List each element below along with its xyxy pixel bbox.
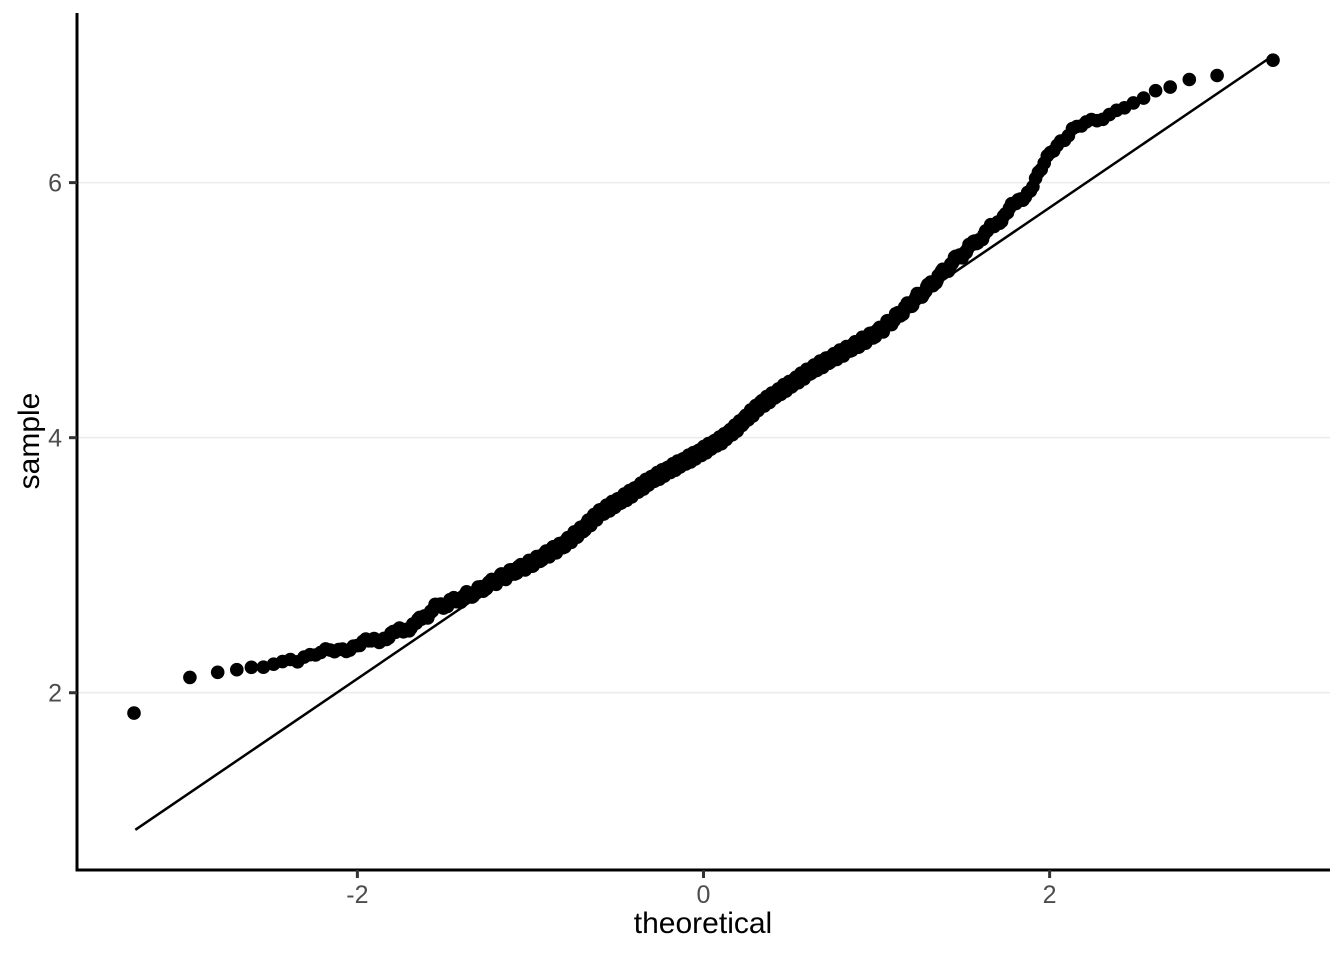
tick-marks-layer (69, 181, 1052, 878)
qq-point (210, 665, 225, 680)
x-axis-title: theoretical (633, 907, 773, 940)
qq-point (1182, 72, 1197, 87)
qq-point (127, 706, 141, 720)
x-tick-label-0: 0 (697, 881, 711, 909)
y-axis-title: sample (13, 392, 46, 490)
qq-point (1210, 68, 1224, 83)
gridlines-layer (77, 181, 1330, 694)
qq-point (244, 660, 259, 675)
tick-labels-layer: -2 0 2 2 4 6 (48, 170, 1056, 909)
qq-point (1148, 83, 1163, 98)
x-tick-label-2: 2 (1043, 881, 1057, 909)
qq-point (1126, 96, 1141, 110)
y-tick-label-4: 4 (48, 425, 62, 453)
qq-point (230, 662, 244, 677)
qq-point (1266, 53, 1280, 67)
qq-point (256, 660, 271, 674)
qq-point (183, 670, 197, 685)
points-layer (127, 53, 1280, 720)
x-tick-label--2: -2 (346, 881, 368, 909)
y-tick-label-2: 2 (48, 680, 62, 708)
qq-point (1136, 91, 1151, 105)
qq-point (1163, 80, 1177, 94)
y-tick-label-6: 6 (48, 170, 62, 198)
